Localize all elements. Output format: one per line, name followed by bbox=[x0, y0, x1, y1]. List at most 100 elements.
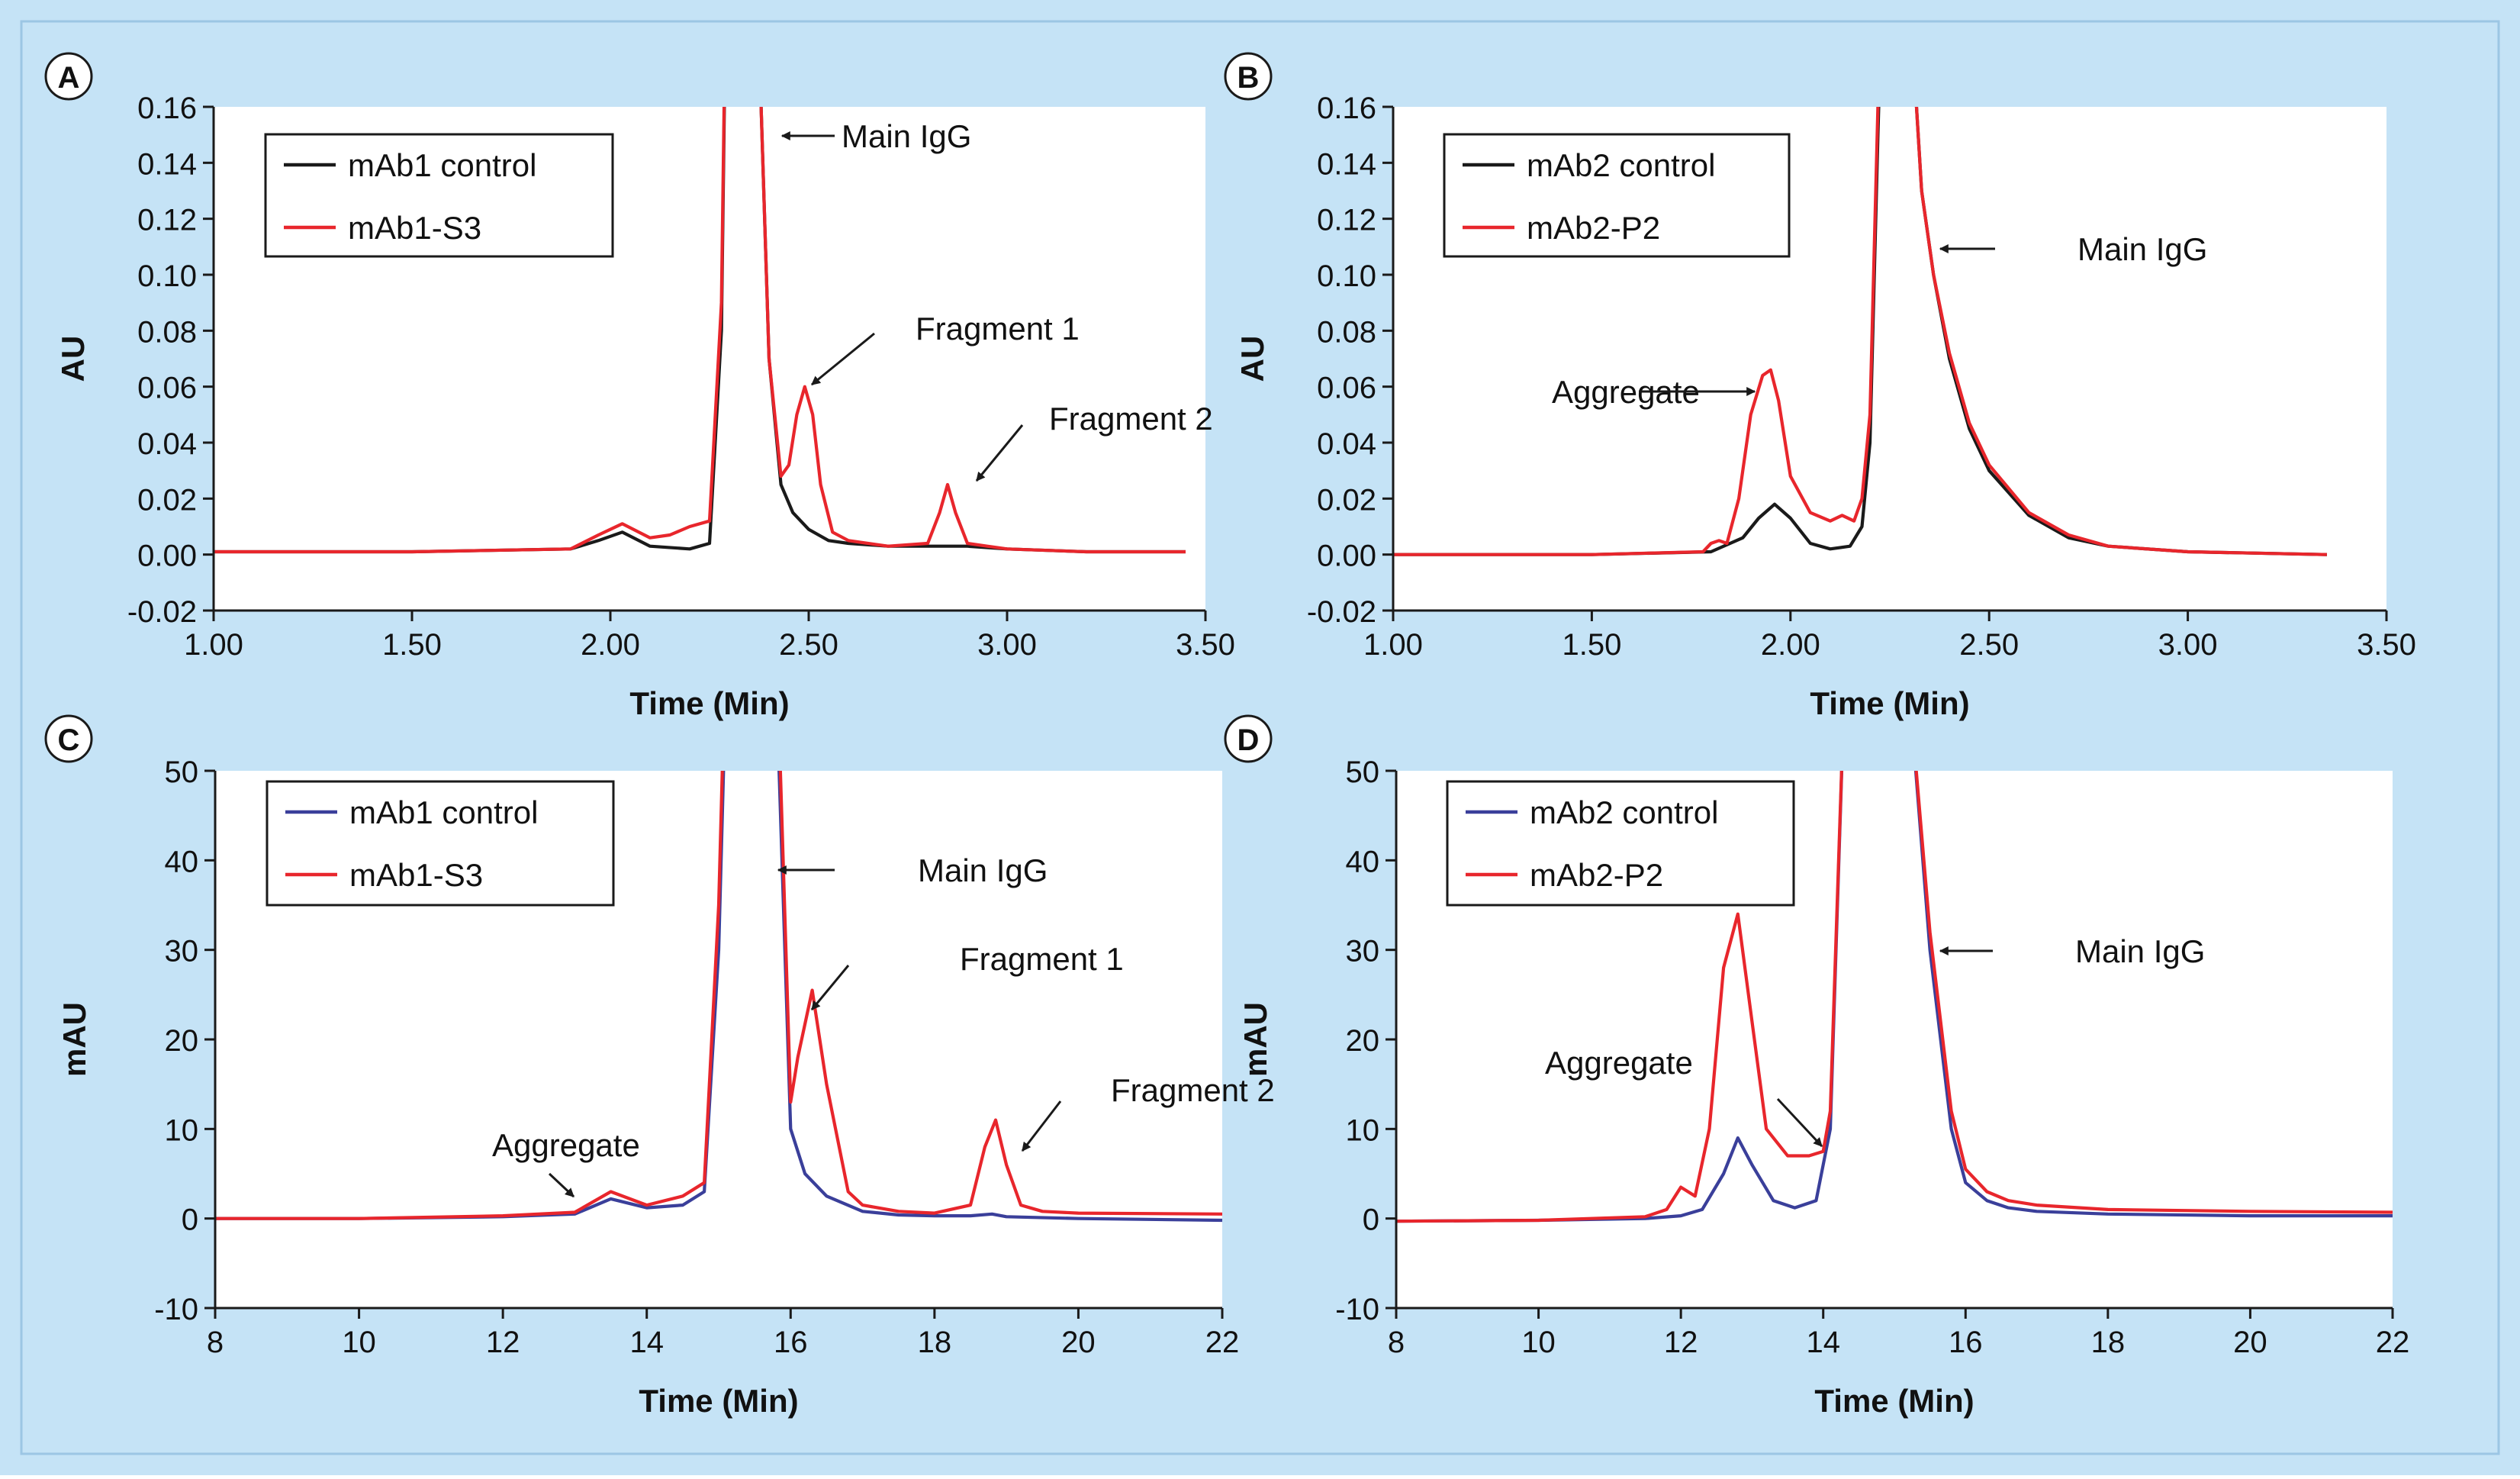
panel-badge-circle bbox=[44, 714, 93, 763]
annotation-fragment-2: Fragment 2 bbox=[1111, 1072, 1275, 1108]
panel-badge-letter: A bbox=[58, 61, 80, 95]
y-tick-label: 0.06 bbox=[137, 372, 197, 405]
legend-label-mab2-control: mAb2 control bbox=[1527, 147, 1715, 183]
panel-b: -0.02 0.00 0.02 0.04 0.06 0.08 0.10 0.12 0.14 0.1… bbox=[1224, 52, 2416, 721]
annotation-main-igg: Main IgG bbox=[2075, 933, 2205, 969]
x-tick-label: 20 bbox=[2233, 1326, 2267, 1359]
x-tick-label: 8 bbox=[207, 1326, 224, 1359]
y-tick-label: 0.10 bbox=[137, 259, 197, 293]
x-tick-label: 20 bbox=[1061, 1326, 1096, 1359]
y-tick-label: 0.14 bbox=[137, 147, 197, 181]
annotation-aggregate: Aggregate bbox=[1545, 1045, 1693, 1081]
x-axis-label-c: Time (Min) bbox=[639, 1383, 798, 1419]
panel-a: -0.02 0.00 0.02 0.04 0.06 0.08 0.10 0.12 0.14 0.1… bbox=[44, 52, 1235, 721]
legend-label-mab1-s3: mAb1-S3 bbox=[348, 210, 481, 246]
panel-d: -10 0 10 20 30 40 50 8 10 12 14 16 18 20 22 Time (Min) m… bbox=[1224, 714, 2410, 1419]
y-tick-label: -10 bbox=[154, 1293, 198, 1326]
x-tick-label: 16 bbox=[774, 1326, 808, 1359]
annotation-aggregate: Aggregate bbox=[492, 1127, 640, 1163]
y-tick-label: -10 bbox=[1335, 1293, 1379, 1326]
y-tick-label: 40 bbox=[165, 845, 199, 878]
panel-badge-circle bbox=[1224, 52, 1273, 101]
x-tick-label: 8 bbox=[1388, 1326, 1405, 1359]
panel-badge-c: C bbox=[44, 714, 93, 763]
panel-c: -10 0 10 20 30 40 50 8 10 12 14 16 18 20 22 Time (Min) m… bbox=[44, 714, 1275, 1419]
panel-badge-circle bbox=[1224, 714, 1273, 763]
panel-badge-letter: D bbox=[1237, 723, 1260, 757]
y-axis-label-a: AU bbox=[55, 336, 91, 382]
y-tick-label: 30 bbox=[1346, 935, 1380, 968]
y-tick-label: 0.04 bbox=[137, 427, 197, 461]
y-tick-label: 20 bbox=[165, 1024, 199, 1058]
y-tick-label: 10 bbox=[1346, 1113, 1380, 1147]
y-tick-label: 0.04 bbox=[1317, 427, 1376, 461]
legend-box bbox=[264, 133, 614, 258]
y-tick-label: 0.02 bbox=[1317, 483, 1376, 517]
y-tick-label: 0.16 bbox=[137, 92, 197, 125]
x-tick-label: 2.50 bbox=[1959, 628, 2019, 662]
annotation-arrow-fragment-1 bbox=[811, 332, 875, 386]
legend-d: mAb2 control mAb2-P2 bbox=[1446, 780, 1795, 907]
annotation-arrow-aggregate bbox=[548, 1172, 575, 1198]
y-tick-label: 0.12 bbox=[1317, 204, 1376, 237]
y-tick-label: 20 bbox=[1346, 1024, 1380, 1058]
x-axis-label-b: Time (Min) bbox=[1810, 685, 1969, 721]
series-line-mab2-p2 bbox=[1393, 107, 2327, 556]
y-tick-label: 0 bbox=[182, 1204, 198, 1237]
annotation-arrow-aggregate bbox=[1776, 1097, 1823, 1148]
y-tick-label: 50 bbox=[165, 756, 199, 789]
x-tick-label: 2.00 bbox=[581, 628, 640, 662]
y-axis-label-c: mAU bbox=[56, 1002, 92, 1077]
annotation-fragment-1: Fragment 1 bbox=[960, 941, 1124, 977]
y-tick-label: 0.08 bbox=[137, 315, 197, 349]
x-axis-label-a: Time (Min) bbox=[629, 685, 789, 721]
legend-a: mAb1 control mAb1-S3 bbox=[264, 133, 614, 258]
y-tick-label: 0.02 bbox=[137, 483, 197, 517]
series-line-mab2-p2 bbox=[1396, 771, 2393, 1223]
x-tick-label: 1.00 bbox=[184, 628, 243, 662]
y-tick-label: 30 bbox=[165, 935, 199, 968]
x-axis-label-d: Time (Min) bbox=[1814, 1383, 1974, 1419]
panel-badge-b: B bbox=[1224, 52, 1273, 101]
x-tick-label: 14 bbox=[1806, 1326, 1840, 1359]
panel-badge-a: A bbox=[44, 52, 93, 101]
annotation-fragment-2: Fragment 2 bbox=[1049, 401, 1213, 437]
series-line-mab2-control bbox=[1396, 771, 2393, 1223]
x-tick-label: 3.50 bbox=[1176, 628, 1235, 662]
x-tick-label: 18 bbox=[918, 1326, 952, 1359]
y-tick-label: 0.14 bbox=[1317, 147, 1376, 181]
annotation-main-igg: Main IgG bbox=[918, 852, 1048, 888]
x-tick-label: 10 bbox=[342, 1326, 376, 1359]
x-tick-label: 10 bbox=[1521, 1326, 1556, 1359]
y-axis-label-d: mAU bbox=[1237, 1002, 1273, 1077]
legend-box bbox=[266, 780, 615, 907]
x-tick-label: 1.00 bbox=[1363, 628, 1423, 662]
y-axis-label-b: AU bbox=[1234, 336, 1270, 382]
x-tick-label: 3.00 bbox=[977, 628, 1037, 662]
y-tick-label: -0.02 bbox=[127, 595, 197, 629]
x-tick-label: 3.50 bbox=[2357, 628, 2416, 662]
panel-badge-circle bbox=[44, 52, 93, 101]
figure-border bbox=[20, 20, 2500, 1455]
series-line-mab1-control bbox=[215, 771, 1222, 1223]
x-tick-label: 22 bbox=[1205, 1326, 1240, 1359]
y-tick-label: 10 bbox=[165, 1113, 199, 1147]
y-tick-label: 0.08 bbox=[1317, 315, 1376, 349]
annotation-arrow-fragment-2 bbox=[1021, 1100, 1062, 1152]
legend-c: mAb1 control mAb1-S3 bbox=[266, 780, 615, 907]
legend-label-mab2-p2: mAb2-P2 bbox=[1527, 210, 1660, 246]
legend-box bbox=[1446, 780, 1795, 907]
series-line-mab1-control bbox=[214, 107, 1186, 554]
x-tick-label: 12 bbox=[1664, 1326, 1698, 1359]
x-tick-label: 2.00 bbox=[1761, 628, 1820, 662]
y-tick-label: 0.00 bbox=[1317, 540, 1376, 573]
y-tick-label: 0.16 bbox=[1317, 92, 1376, 125]
series-line-mab1-s3 bbox=[214, 107, 1186, 554]
x-tick-label: 22 bbox=[2376, 1326, 2410, 1359]
panel-badge-letter: B bbox=[1237, 61, 1260, 95]
x-tick-label: 1.50 bbox=[382, 628, 442, 662]
x-tick-label: 3.00 bbox=[2158, 628, 2218, 662]
y-tick-label: 0.06 bbox=[1317, 372, 1376, 405]
